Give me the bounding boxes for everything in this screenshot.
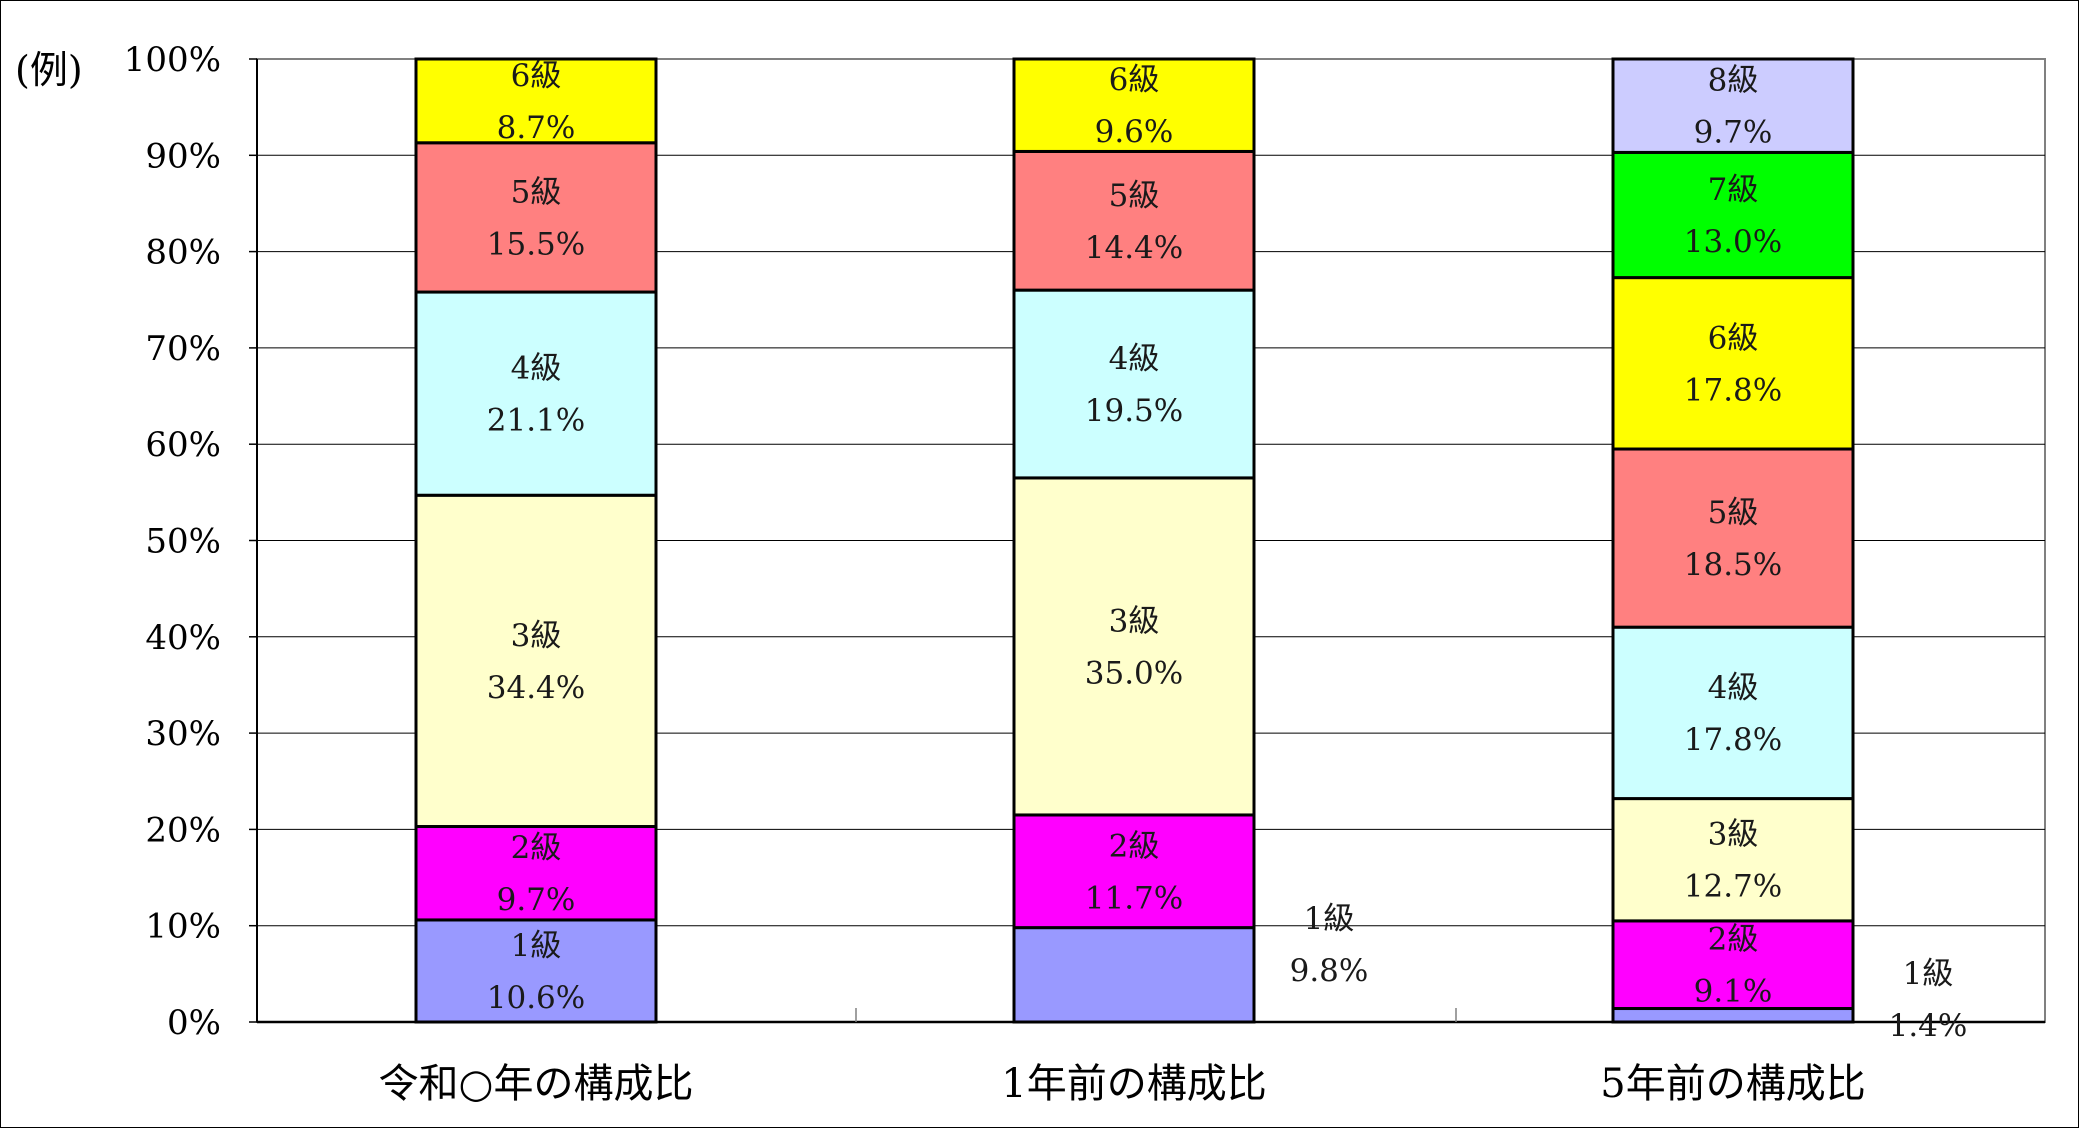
data-label: 12.7%: [1684, 869, 1782, 905]
segment-name-label: 1級: [1903, 956, 1954, 992]
segment-name-label: 1級: [1304, 901, 1355, 937]
data-label: 11.7%: [1085, 880, 1183, 916]
bar-segment: [1611, 276, 1855, 451]
segment-name-label: 8級: [1708, 63, 1759, 99]
segment-name-label: 5級: [1708, 495, 1759, 531]
bar-segment: [1012, 476, 1256, 817]
segment-name-label: 5級: [1109, 178, 1160, 214]
bar-segment: [1611, 919, 1855, 1011]
bar-segment: [414, 57, 658, 145]
y-tick-label: 20%: [145, 810, 221, 850]
unit-label: (例): [15, 48, 83, 92]
data-label: 9.1%: [1694, 974, 1773, 1010]
segment-name-label: 5級: [511, 174, 562, 210]
y-tick-label: 40%: [145, 618, 221, 658]
data-label: 10.6%: [487, 980, 585, 1016]
bar-segment: [1012, 288, 1256, 480]
bar-segment: [414, 918, 658, 1024]
segment-name-label: 2級: [1109, 828, 1160, 864]
segment-name-label: 3級: [511, 618, 562, 654]
data-label: 13.0%: [1684, 224, 1782, 260]
segment-name-label: 4級: [1708, 670, 1759, 706]
x-category-label: 5年前の構成比: [1600, 1061, 1865, 1107]
data-label: 9.8%: [1290, 953, 1369, 989]
y-tick-label: 30%: [145, 714, 221, 754]
bar-segment: [1611, 447, 1855, 629]
y-tick-label: 70%: [145, 329, 221, 369]
bar-segment: [1012, 926, 1256, 1024]
segment-name-label: 3級: [1708, 817, 1759, 853]
bar-segment: [1611, 1007, 1855, 1024]
data-label: 1.4%: [1889, 1008, 1968, 1044]
bar-segment: [1611, 625, 1855, 801]
segment-name-label: 1級: [511, 928, 562, 964]
x-category-label: 1年前の構成比: [1001, 1061, 1266, 1107]
segment-name-label: 6級: [511, 58, 562, 94]
data-label: 8.7%: [497, 110, 576, 146]
data-label: 21.1%: [487, 403, 585, 439]
bar-segment: [414, 141, 658, 294]
bar-segment: [1012, 149, 1256, 292]
y-tick-label: 100%: [124, 40, 221, 80]
data-label: 34.4%: [487, 670, 585, 706]
segment-name-label: 7級: [1708, 172, 1759, 208]
data-label: 9.7%: [497, 882, 576, 918]
data-label: 9.7%: [1694, 115, 1773, 151]
bar-segment: [1611, 797, 1855, 923]
bar-segment: [1611, 57, 1855, 154]
bar-segment: [414, 290, 658, 497]
data-label: 15.5%: [487, 226, 585, 262]
segment-name-label: 3級: [1109, 603, 1160, 639]
y-tick-label: 90%: [145, 136, 221, 176]
y-tick-label: 60%: [145, 425, 221, 465]
segment-name-label: 6級: [1708, 320, 1759, 356]
segment-name-label: 4級: [1109, 341, 1160, 377]
y-tick-label: 50%: [145, 522, 221, 562]
y-tick-label: 80%: [145, 233, 221, 273]
data-label: 35.0%: [1085, 655, 1183, 691]
data-label: 14.4%: [1085, 230, 1183, 266]
data-label: 9.6%: [1095, 114, 1174, 150]
segment-name-label: 2級: [511, 830, 562, 866]
segment-name-label: 2級: [1708, 922, 1759, 958]
data-label: 17.8%: [1684, 722, 1782, 758]
y-tick-label: 10%: [145, 907, 221, 947]
data-label: 17.8%: [1684, 372, 1782, 408]
data-label: 18.5%: [1684, 547, 1782, 583]
bar-segment: [414, 493, 658, 829]
data-label: 19.5%: [1085, 393, 1183, 429]
x-category-label: 令和○年の構成比: [379, 1061, 694, 1107]
segment-name-label: 4級: [511, 351, 562, 387]
bar-segment: [1012, 57, 1256, 153]
bar-segment: [1611, 150, 1855, 280]
segment-name-label: 6級: [1109, 62, 1160, 98]
y-tick-label: 0%: [167, 1003, 221, 1043]
